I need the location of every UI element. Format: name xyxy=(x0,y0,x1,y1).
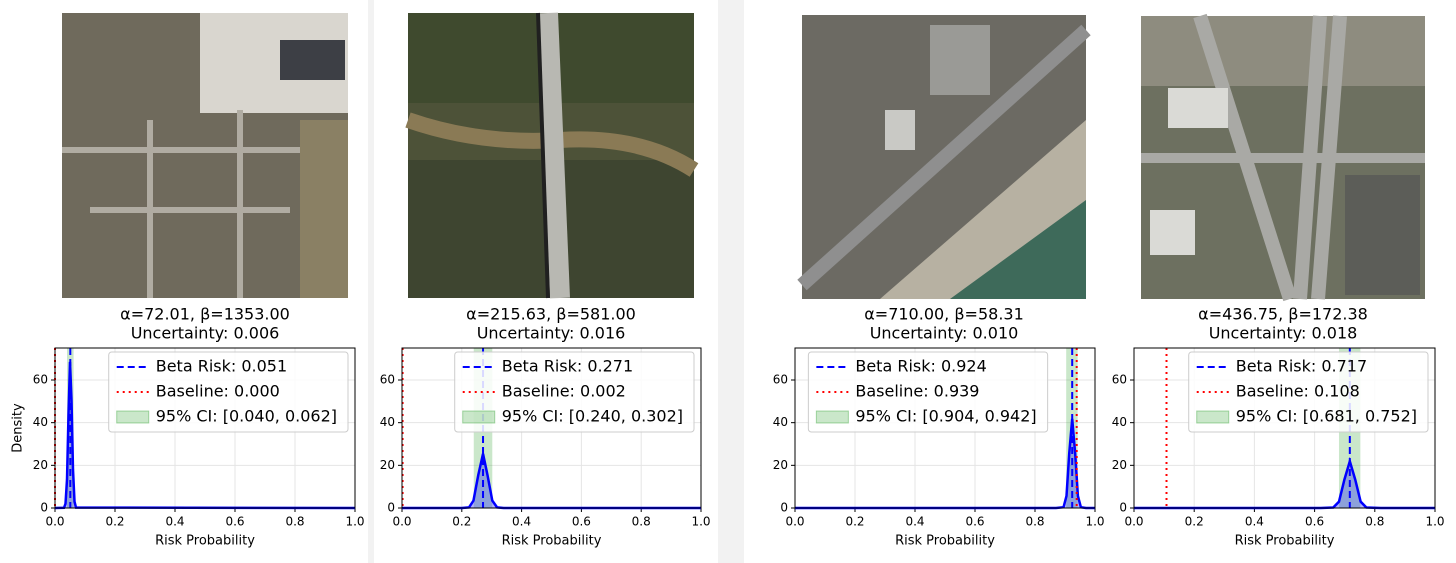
panel-divider xyxy=(368,0,374,563)
plot-frame xyxy=(794,347,1096,509)
legend-swatch xyxy=(116,410,150,424)
legend: Beta Risk: 0.051 Baseline: 0.000 95% CI: [… xyxy=(108,351,349,433)
x-tick-label: 0.4 xyxy=(512,515,531,529)
legend-label: Beta Risk: 0.051 xyxy=(156,357,287,376)
x-tick-label: 1.0 xyxy=(1425,515,1444,529)
x-tick-label: 0.0 xyxy=(1124,515,1143,529)
y-tick-label: 60 xyxy=(1112,373,1127,387)
plot-frame xyxy=(1133,347,1436,509)
y-tick-label: 40 xyxy=(1112,415,1127,429)
x-tick-label: 0.4 xyxy=(905,515,924,529)
legend: Beta Risk: 0.717 Baseline: 0.108 95% CI: [… xyxy=(1188,351,1429,433)
y-tick-label: 0 xyxy=(40,501,48,515)
x-axis-label: Risk Probability xyxy=(155,534,255,549)
legend-label: 95% CI: [0.681, 0.752] xyxy=(1236,407,1417,426)
x-tick-label: 0.6 xyxy=(572,515,591,529)
y-tick-label: 60 xyxy=(33,373,48,387)
legend-label: Baseline: 0.000 xyxy=(156,382,280,401)
legend-box xyxy=(1188,351,1429,433)
y-axis-label: Density xyxy=(11,403,26,453)
y-tick-label: 40 xyxy=(33,415,48,429)
y-tick-label: 40 xyxy=(773,415,788,429)
y-tick-label: 20 xyxy=(33,458,48,472)
y-tick-label: 20 xyxy=(1112,458,1127,472)
legend-label: 95% CI: [0.040, 0.062] xyxy=(156,407,337,426)
x-tick-label: 0.8 xyxy=(1365,515,1384,529)
panel-title: α=710.00, β=58.31 xyxy=(864,305,1024,324)
legend-box xyxy=(454,351,695,433)
aerial-image xyxy=(1141,13,1425,302)
legend-box xyxy=(807,351,1049,433)
x-tick-label: 0.0 xyxy=(392,515,411,529)
legend: Beta Risk: 0.924 Baseline: 0.939 95% CI: [… xyxy=(807,351,1049,433)
legend-swatch xyxy=(1196,410,1230,424)
x-tick-label: 0.6 xyxy=(225,515,244,529)
x-tick-label: 0.0 xyxy=(785,515,804,529)
x-tick-label: 1.0 xyxy=(1085,515,1104,529)
x-tick-label: 0.4 xyxy=(165,515,184,529)
y-tick-label: 60 xyxy=(773,373,788,387)
legend-label: 95% CI: [0.240, 0.302] xyxy=(502,407,683,426)
legend-label: Beta Risk: 0.717 xyxy=(1236,357,1367,376)
aerial-image xyxy=(62,13,348,298)
x-tick-label: 1.0 xyxy=(345,515,364,529)
x-axis-label: Risk Probability xyxy=(895,534,995,549)
x-axis-label: Risk Probability xyxy=(1235,534,1335,549)
x-tick-label: 0.8 xyxy=(632,515,651,529)
legend-label: Baseline: 0.108 xyxy=(1236,382,1360,401)
legend: Beta Risk: 0.271 Baseline: 0.002 95% CI: [… xyxy=(454,351,695,433)
y-tick-label: 60 xyxy=(380,373,395,387)
legend-label: Beta Risk: 0.271 xyxy=(502,357,633,376)
legend-label: Beta Risk: 0.924 xyxy=(855,357,986,376)
legend-label: 95% CI: [0.904, 0.942] xyxy=(855,407,1036,426)
y-tick-label: 20 xyxy=(380,458,395,472)
x-axis-label: Risk Probability xyxy=(502,534,602,549)
panel-subtitle: Uncertainty: 0.018 xyxy=(1209,324,1358,343)
y-tick-label: 20 xyxy=(773,458,788,472)
x-tick-label: 0.8 xyxy=(285,515,304,529)
y-tick-label: 0 xyxy=(387,501,395,515)
legend-swatch xyxy=(815,410,849,424)
aerial-image xyxy=(405,12,699,299)
plot-frame xyxy=(401,347,702,509)
y-tick-label: 0 xyxy=(780,501,788,515)
legend-swatch xyxy=(462,410,496,424)
plot-frame xyxy=(54,347,356,509)
aerial-image xyxy=(797,15,1091,299)
x-tick-label: 0.2 xyxy=(845,515,864,529)
x-tick-label: 1.0 xyxy=(691,515,710,529)
x-tick-label: 0.8 xyxy=(1025,515,1044,529)
y-tick-label: 40 xyxy=(380,415,395,429)
x-tick-label: 0.4 xyxy=(1245,515,1264,529)
panel-title: α=72.01, β=1353.00 xyxy=(120,305,290,324)
y-tick-label: 0 xyxy=(1119,501,1127,515)
x-tick-label: 0.6 xyxy=(1305,515,1324,529)
x-tick-label: 0.6 xyxy=(965,515,984,529)
panel-subtitle: Uncertainty: 0.006 xyxy=(131,324,280,343)
panel-subtitle: Uncertainty: 0.010 xyxy=(870,324,1019,343)
legend-box xyxy=(108,351,349,433)
density-area xyxy=(402,453,701,508)
panel-divider xyxy=(718,0,744,563)
x-tick-label: 0.0 xyxy=(45,515,64,529)
panel-title: α=215.63, β=581.00 xyxy=(466,305,636,324)
legend-label: Baseline: 0.939 xyxy=(855,382,979,401)
legend-label: Baseline: 0.002 xyxy=(502,382,626,401)
x-tick-label: 0.2 xyxy=(1185,515,1204,529)
panel-title: α=436.75, β=172.38 xyxy=(1198,305,1368,324)
x-tick-label: 0.2 xyxy=(105,515,124,529)
panel-subtitle: Uncertainty: 0.016 xyxy=(477,324,626,343)
x-tick-label: 0.2 xyxy=(452,515,471,529)
